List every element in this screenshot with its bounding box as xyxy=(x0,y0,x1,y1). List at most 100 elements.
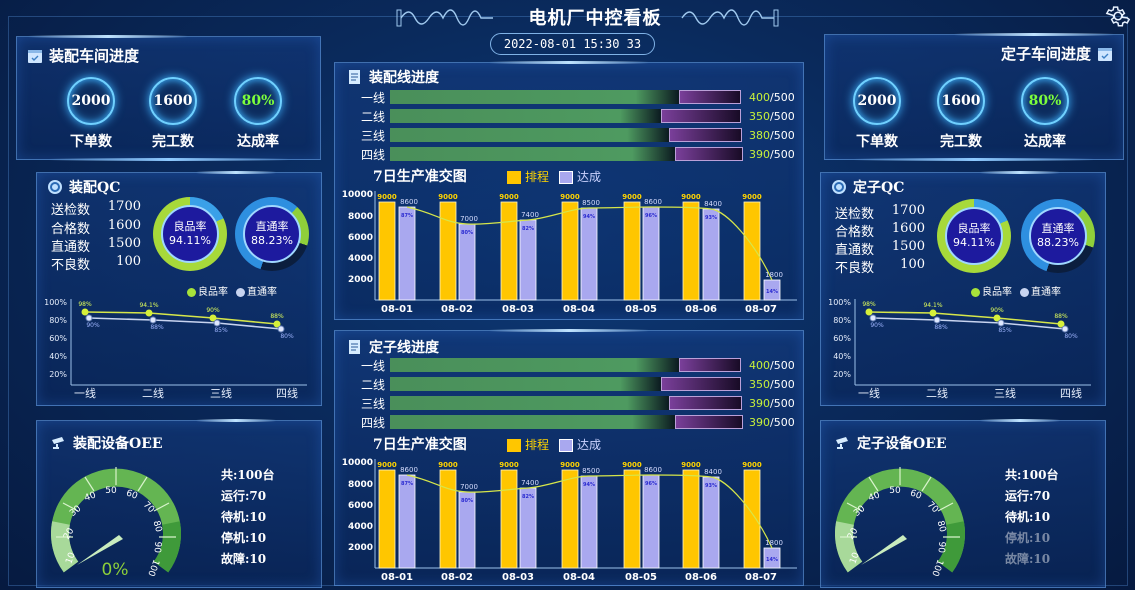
svg-text:10000: 10000 xyxy=(342,458,373,468)
qc-row-direct: 直通数 1500 xyxy=(835,239,925,258)
legend-yield: 良品率 xyxy=(971,283,1012,298)
document-icon xyxy=(349,340,360,354)
svg-text:08-02: 08-02 xyxy=(441,572,473,583)
calendar-icon xyxy=(28,49,42,63)
svg-text:9000: 9000 xyxy=(377,461,397,469)
svg-text:50: 50 xyxy=(105,486,117,496)
stator-oee-info: 共:100台 运行:70 待机:10 停机:10 故障:10 xyxy=(1005,468,1059,566)
svg-text:9000: 9000 xyxy=(438,461,458,469)
direct-rate-donut: 直通率 88.23% xyxy=(235,197,309,271)
direct-rate-donut: 直通率 88.23% xyxy=(1021,199,1095,273)
svg-text:87%: 87% xyxy=(401,213,413,219)
svg-text:1800: 1800 xyxy=(765,539,783,547)
svg-text:9000: 9000 xyxy=(622,193,642,201)
svg-text:08-04: 08-04 xyxy=(563,304,595,315)
assembly-qc-line-chart: 100% 80% 60% 40% 20% 98% 94.1% 90% 88% 90% 88% 85… xyxy=(44,298,307,400)
assembly-oee-title: 装配设备OEE xyxy=(51,433,163,453)
qc-legend: 良品率 直通率 xyxy=(971,283,1061,298)
svg-text:6000: 6000 xyxy=(348,501,373,511)
svg-text:2000: 2000 xyxy=(348,275,373,285)
svg-text:80%: 80% xyxy=(461,498,473,504)
qc-row-defect: 不良数 100 xyxy=(51,254,141,273)
stator-oee-panel: 定子设备OEE 10 20 30 40 50 60 70 80 90 100 共:100台… xyxy=(820,419,1106,588)
svg-text:100%: 100% xyxy=(828,298,851,307)
svg-text:8400: 8400 xyxy=(704,468,722,476)
svg-text:40: 40 xyxy=(83,490,97,503)
qc-icon xyxy=(832,180,846,194)
legend-yield: 良品率 xyxy=(187,283,228,298)
svg-text:08-06: 08-06 xyxy=(685,572,717,583)
svg-text:08-07: 08-07 xyxy=(745,304,777,315)
stat-orders-bubble: 2000 xyxy=(853,77,901,125)
stator-progress-panel: 定子车间进度 2000 1600 80% 下单数 完工数 达成率 xyxy=(824,33,1124,161)
svg-text:90%: 90% xyxy=(86,322,100,329)
svg-text:10: 10 xyxy=(64,551,77,565)
svg-text:10000: 10000 xyxy=(342,190,373,200)
svg-text:7000: 7000 xyxy=(460,483,478,491)
stator-qc-panel: 定子QC 送检数 1700 合格数 1600 直通数 1500 不良数 100 良品率 9… xyxy=(820,171,1106,406)
svg-text:6000: 6000 xyxy=(348,233,373,243)
svg-text:一线: 一线 xyxy=(858,386,880,400)
stator-line-1: 一线 400/500 xyxy=(360,358,795,373)
svg-text:08-03: 08-03 xyxy=(502,572,534,583)
svg-text:80%: 80% xyxy=(1064,333,1078,340)
svg-text:8600: 8600 xyxy=(644,198,662,206)
svg-text:96%: 96% xyxy=(645,481,657,487)
svg-text:8600: 8600 xyxy=(400,198,418,206)
svg-text:90: 90 xyxy=(935,541,946,554)
assembly-line-3: 三线 380/500 xyxy=(360,128,795,143)
qc-row-defect: 不良数 100 xyxy=(835,257,925,276)
stat-orders-label: 下单数 xyxy=(70,134,112,150)
settings-button[interactable] xyxy=(1105,3,1131,29)
qc-row-inspected: 送检数 1700 xyxy=(835,203,925,222)
svg-text:9000: 9000 xyxy=(681,461,701,469)
svg-text:60%: 60% xyxy=(49,334,67,343)
svg-text:93%: 93% xyxy=(705,483,717,489)
stator-chart-title: 7日生产准交图 xyxy=(373,437,467,453)
svg-text:40%: 40% xyxy=(49,352,67,361)
svg-text:20%: 20% xyxy=(833,370,851,379)
camera-icon xyxy=(52,437,64,449)
gear-icon xyxy=(1105,6,1131,27)
svg-text:90: 90 xyxy=(151,541,162,554)
stat-completed-label: 完工数 xyxy=(940,134,982,150)
svg-text:二线: 二线 xyxy=(142,386,164,400)
assembly-lines-panel: 装配线进度 一线 400/500 二线 350/500 三线 380/500 四线 39… xyxy=(334,61,804,320)
stat-completed-bubble: 1600 xyxy=(149,77,197,125)
assembly-chart-legend: 排程 达成 xyxy=(507,168,601,185)
svg-text:2000: 2000 xyxy=(348,543,373,553)
stator-chart-legend: 排程 达成 xyxy=(507,436,601,453)
datetime-display: 2022-08-01 15:30 33 xyxy=(490,33,655,55)
qc-row-direct: 直通数 1500 xyxy=(51,236,141,255)
svg-text:08-01: 08-01 xyxy=(381,304,413,315)
stator-qc-title: 定子QC xyxy=(831,177,904,197)
svg-text:80: 80 xyxy=(151,520,164,534)
assembly-oee-info: 共:100台 运行:70 待机:10 停机:10 故障:10 xyxy=(221,468,275,566)
svg-text:9000: 9000 xyxy=(742,461,762,469)
svg-text:08-05: 08-05 xyxy=(625,304,657,315)
svg-text:94%: 94% xyxy=(583,482,595,488)
svg-text:三线: 三线 xyxy=(994,386,1016,400)
svg-text:9000: 9000 xyxy=(742,193,762,201)
svg-text:7400: 7400 xyxy=(521,479,539,487)
stator-lines-panel: 定子线进度 一线 400/500 二线 350/500 三线 390/500 四线 39… xyxy=(334,329,804,586)
datetime-text: 2022-08-01 15:30 33 xyxy=(503,37,642,51)
svg-text:100%: 100% xyxy=(44,298,67,307)
header-wave-right xyxy=(680,4,780,32)
svg-text:二线: 二线 xyxy=(926,386,948,400)
svg-text:9000: 9000 xyxy=(499,193,519,201)
svg-text:80: 80 xyxy=(935,520,948,534)
svg-text:88%: 88% xyxy=(1054,313,1068,320)
svg-text:40: 40 xyxy=(867,490,881,503)
svg-text:四线: 四线 xyxy=(276,386,298,400)
svg-text:100: 100 xyxy=(929,558,944,578)
svg-text:7000: 7000 xyxy=(460,215,478,223)
svg-text:87%: 87% xyxy=(401,481,413,487)
qc-row-inspected: 送检数 1700 xyxy=(51,199,141,218)
yield-rate-donut: 良品率 94.11% xyxy=(937,199,1011,273)
svg-text:7400: 7400 xyxy=(521,211,539,219)
legend-achieved: 达成 xyxy=(559,168,601,185)
svg-text:82%: 82% xyxy=(522,494,534,500)
assembly-7day-bar-chart: 10000 8000 6000 4000 2000 9000 9000 9000 9000 90… xyxy=(342,190,797,315)
